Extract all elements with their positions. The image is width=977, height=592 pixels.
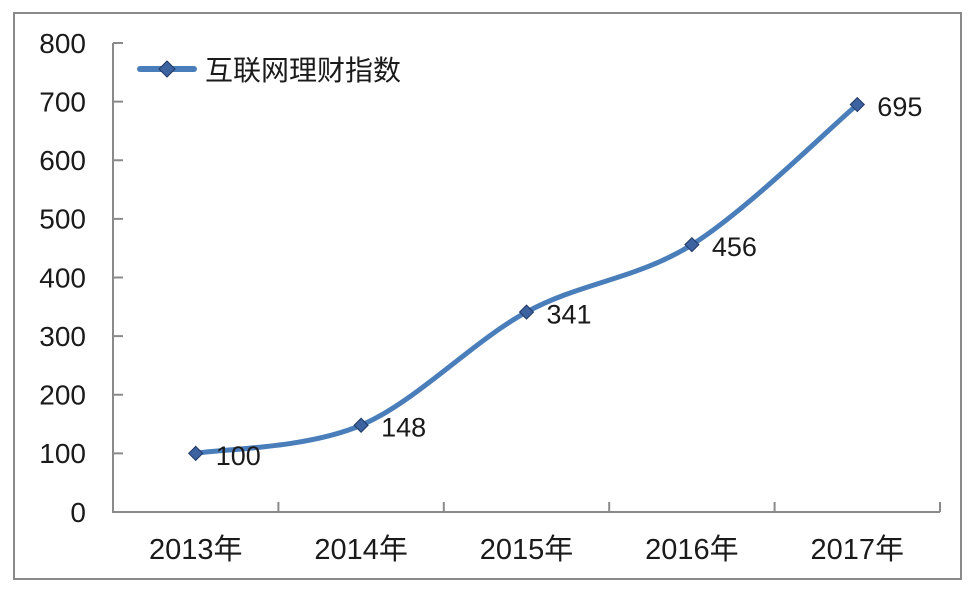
y-axis-tick-label: 600 bbox=[39, 145, 86, 176]
x-axis-category-label: 2017年 bbox=[811, 533, 905, 566]
x-axis-category-label: 2016年 bbox=[645, 533, 739, 566]
legend-diamond-icon bbox=[158, 60, 176, 78]
x-axis-category-label: 2015年 bbox=[480, 533, 574, 566]
data-point-marker bbox=[353, 417, 369, 433]
y-axis-tick-label: 700 bbox=[39, 86, 86, 117]
data-point-marker bbox=[187, 445, 204, 462]
data-point-label: 100 bbox=[216, 441, 261, 471]
data-point-marker bbox=[849, 96, 866, 113]
y-axis-tick-label: 300 bbox=[39, 321, 86, 352]
y-axis-tick-label: 800 bbox=[39, 28, 86, 59]
data-point-label: 695 bbox=[877, 92, 922, 122]
data-point-marker bbox=[518, 304, 535, 320]
y-axis-tick-label: 0 bbox=[70, 497, 86, 528]
legend: 互联网理财指数 bbox=[137, 50, 401, 88]
data-point-label: 148 bbox=[381, 413, 426, 443]
y-axis-tick-label: 100 bbox=[39, 438, 86, 469]
chart-outer-frame bbox=[13, 12, 962, 580]
data-point-label: 341 bbox=[547, 300, 592, 330]
y-axis-tick-label: 200 bbox=[39, 380, 86, 411]
y-axis-tick-label: 500 bbox=[39, 204, 86, 235]
legend-series-label: 互联网理财指数 bbox=[205, 55, 402, 86]
series-line bbox=[193, 102, 860, 456]
x-axis-category-label: 2014年 bbox=[314, 533, 408, 566]
legend-line-marker-icon bbox=[137, 60, 197, 78]
data-point-marker bbox=[684, 236, 700, 253]
x-axis-category-label: 2013年 bbox=[149, 533, 243, 566]
data-point-label: 456 bbox=[712, 232, 757, 262]
y-axis-tick-label: 400 bbox=[39, 262, 86, 293]
